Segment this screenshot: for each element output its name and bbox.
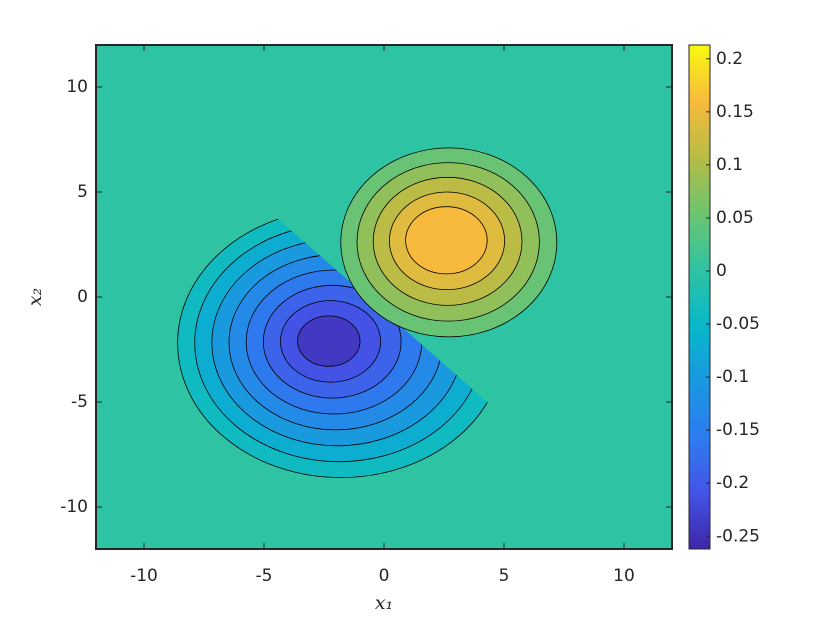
y-tick-label: -10	[60, 497, 88, 517]
contour-fill	[297, 315, 361, 367]
plot-area	[96, 45, 672, 549]
colorbar-tick-label: 0.2	[716, 49, 743, 69]
colorbar-tick-label: 0.05	[716, 208, 754, 228]
x-tick-label: -10	[130, 566, 158, 586]
colorbar-tick-label: 0.15	[716, 102, 754, 122]
colorbar-tick-label: -0.2	[716, 473, 749, 493]
x-tick-label: -5	[256, 566, 273, 586]
contour-fill	[405, 206, 488, 275]
x-tick-label: 0	[379, 566, 390, 586]
y-tick-label: 0	[77, 287, 88, 307]
colorbar-tick-label: -0.05	[716, 314, 760, 334]
colorbar-tick-label: -0.15	[716, 420, 760, 440]
colorbar-tick-label: 0	[716, 261, 727, 281]
colorbar-tick-label: -0.1	[716, 367, 749, 387]
x-axis-label: x₁	[375, 592, 393, 614]
colorbar-tick-label: -0.25	[716, 526, 760, 546]
colorbar	[688, 44, 711, 550]
x-tick-label: 10	[613, 566, 635, 586]
y-tick-label: 5	[77, 182, 88, 202]
y-tick-label: 10	[66, 77, 88, 97]
colorbar-tick-label: 0.1	[716, 155, 743, 175]
y-tick-label: -5	[71, 392, 88, 412]
y-axis-label: x₂	[24, 288, 46, 306]
x-tick-label: 5	[499, 566, 510, 586]
